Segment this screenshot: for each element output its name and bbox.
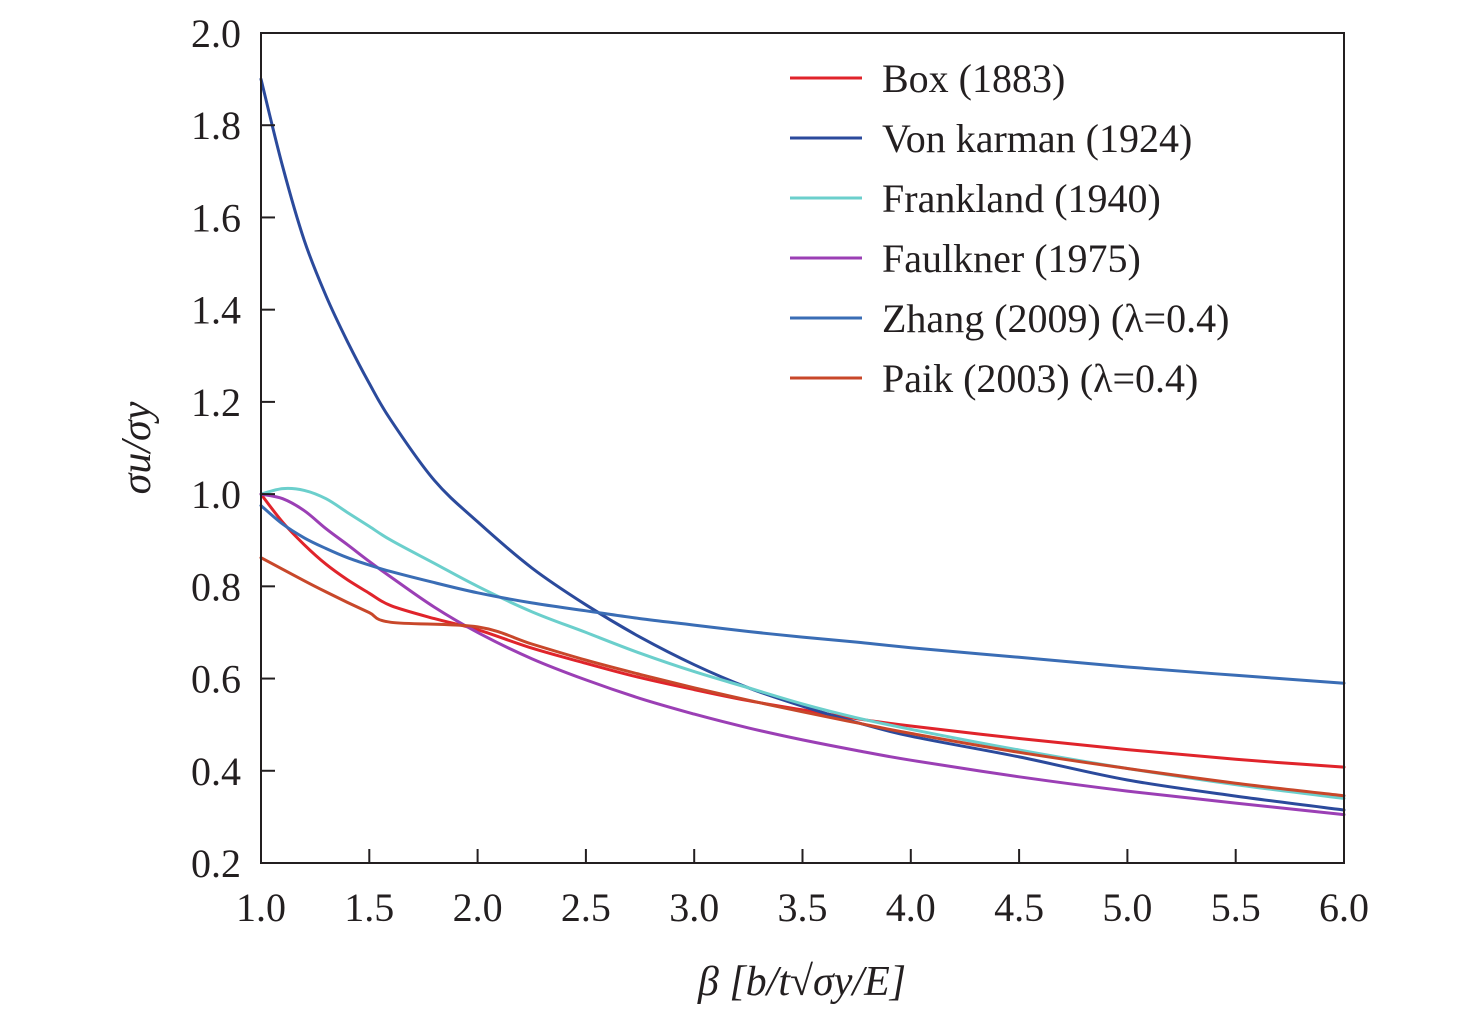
y-tick-label: 1.8 — [191, 103, 241, 148]
legend-label: Frankland (1940) — [882, 176, 1161, 221]
series-line-6 — [259, 556, 1346, 798]
x-tick-label: 3.0 — [669, 885, 719, 930]
y-tick-label: 1.2 — [191, 380, 241, 425]
y-axis-label: σu/σy — [114, 401, 160, 494]
x-tick-label: 1.5 — [344, 885, 394, 930]
x-tick-label: 4.5 — [994, 885, 1044, 930]
x-tick-label: 2.0 — [453, 885, 503, 930]
y-axis-ticks: 0.2 0.4 0.6 0.8 1.0 1.2 1.4 1.6 1.8 2.0 — [191, 11, 275, 886]
legend-label: Von karman (1924) — [882, 116, 1192, 161]
y-tick-label: 1.4 — [191, 288, 241, 333]
x-tick-label: 1.0 — [236, 885, 286, 930]
y-tick-label: 1.6 — [191, 195, 241, 240]
series-line-4 — [259, 492, 1346, 817]
plot-lines — [259, 77, 1346, 817]
x-tick-label: 3.5 — [778, 885, 828, 930]
series-line-3 — [259, 486, 1346, 800]
y-tick-label: 0.2 — [191, 841, 241, 886]
legend-label: Box (1883) — [882, 56, 1065, 101]
series-line-2 — [259, 77, 1346, 812]
y-tick-label: 0.6 — [191, 657, 241, 702]
legend-label: Zhang (2009) (λ=0.4) — [882, 296, 1229, 341]
x-axis-label: β [b/t√σy/E] — [697, 959, 906, 1005]
y-tick-label: 0.4 — [191, 749, 241, 794]
y-tick-label: 2.0 — [191, 11, 241, 56]
x-tick-label: 6.0 — [1319, 885, 1369, 930]
series-line-1 — [259, 492, 1346, 769]
series-line-5 — [259, 504, 1346, 685]
y-tick-label: 1.0 — [191, 472, 241, 517]
y-tick-label: 0.8 — [191, 564, 241, 609]
x-axis-ticks: 1.0 1.5 2.0 2.5 3.0 3.5 4.0 4.5 5.0 5.5 6.0 — [236, 849, 1369, 930]
x-tick-label: 4.0 — [886, 885, 936, 930]
x-tick-label: 2.5 — [561, 885, 611, 930]
legend-label: Faulkner (1975) — [882, 236, 1141, 281]
x-tick-label: 5.0 — [1102, 885, 1152, 930]
legend: Box (1883) Von karman (1924) Frankland (19… — [790, 56, 1229, 401]
x-tick-label: 5.5 — [1211, 885, 1261, 930]
legend-label: Paik (2003) (λ=0.4) — [882, 356, 1198, 401]
